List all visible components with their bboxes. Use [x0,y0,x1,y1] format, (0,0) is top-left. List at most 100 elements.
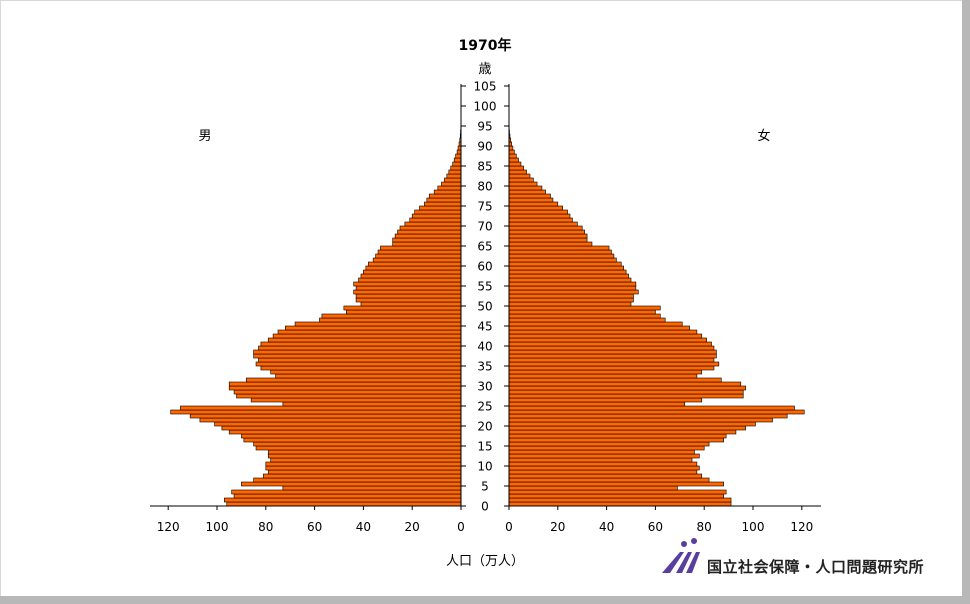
male-bar-age-35 [255,361,462,367]
age-tick-label-35: 35 [477,360,492,374]
male-bar-age-40 [260,341,462,347]
x-tick-label-right-120: 120 [790,520,813,534]
female-bar-age-13 [508,449,695,455]
female-bar-age-56 [508,277,632,283]
x-tick-label-left-80: 80 [258,520,273,534]
x-tick-label-left-100: 100 [206,520,229,534]
female-bar-age-66 [508,237,588,243]
male-bar-age-46 [319,317,462,323]
x-tick-label-right-40: 40 [599,520,614,534]
tick-labels: 0 5 10 15 20 25 30 35 40 45 50 55 60 65 70 75 80 85 90 95 10… [157,80,814,535]
male-bar-age-25 [282,401,462,407]
institute-name: 国立社会保障・人口問題研究所 [707,558,925,576]
age-tick-label-85: 85 [477,160,492,174]
male-bar-age-87 [455,153,462,159]
male-bar-age-49 [343,305,462,311]
female-bar-age-16 [508,437,725,443]
female-bar-age-85 [508,161,522,167]
male-bar-age-77 [428,193,462,199]
female-bar-age-39 [508,345,715,351]
male-bar-age-84 [450,165,462,171]
age-tick-label-90: 90 [477,140,492,154]
female-bar-age-20 [508,421,756,427]
male-bar-age-31 [245,377,462,383]
x-tick-label-left-0: 0 [457,520,465,534]
age-tick-label-105: 105 [474,80,497,94]
female-bar-age-80 [508,181,538,187]
female-bar-age-11 [508,457,693,463]
age-tick-label-75: 75 [477,200,492,214]
male-bar-age-73 [414,209,462,215]
female-bar-age-19 [508,425,746,431]
age-tick-label-95: 95 [477,120,492,134]
male-bar-age-88 [456,149,462,155]
male-bar-age-20 [214,421,462,427]
female-bar-age-55 [508,281,637,287]
male-bar-age-4 [282,485,462,491]
female-bar-age-65 [508,241,593,247]
male-bar-age-64 [380,245,462,251]
age-tick-label-15: 15 [477,440,492,454]
male-bar-age-43 [277,329,462,335]
x-tick-label-left-60: 60 [307,520,322,534]
female-bar-age-18 [508,429,737,435]
male-bar-age-44 [285,325,462,331]
female-bars [508,125,805,507]
female-bar-age-40 [508,341,712,347]
male-bar-age-12 [267,453,462,459]
male-bar-age-23 [170,409,462,415]
male-bar-age-36 [258,357,462,363]
female-bar-age-37 [508,353,717,359]
female-bar-age-62 [508,253,615,259]
female-bar-age-71 [508,217,573,223]
male-bar-age-47 [321,313,462,319]
female-bar-age-5 [508,481,725,487]
female-bar-age-10 [508,461,698,467]
male-bar-age-15 [253,441,462,447]
x-axis-label: 人口（万人） [446,554,524,569]
female-bar-age-28 [508,389,744,395]
female-bar-age-51 [508,297,634,303]
male-bar-age-39 [258,345,462,351]
male-bar-age-48 [346,309,462,315]
female-bar-age-46 [508,317,666,323]
female-bar-age-61 [508,257,617,263]
female-bar-age-59 [508,265,624,271]
male-bars [170,125,462,507]
female-bar-age-4 [508,485,678,491]
female-bar-age-9 [508,465,700,471]
female-label: 女 [757,128,770,144]
female-bar-age-76 [508,197,554,203]
female-bar-age-32 [508,373,698,379]
male-bar-age-54 [355,285,462,291]
female-bar-age-84 [508,165,524,171]
male-bar-age-53 [353,289,462,295]
female-bar-age-17 [508,433,727,439]
female-bar-age-82 [508,173,531,179]
male-bar-age-34 [260,365,462,371]
female-bar-age-58 [508,269,627,275]
male-bar-age-28 [233,389,462,395]
male-bar-age-30 [228,381,462,387]
male-bar-age-0 [226,501,462,507]
female-bar-age-22 [508,413,788,419]
chart-title: 1970年 [459,37,512,54]
male-bar-age-42 [272,333,462,339]
female-bar-age-75 [508,201,559,207]
male-bar-age-10 [265,461,462,467]
male-bar-age-56 [358,277,462,283]
female-bar-age-77 [508,193,551,199]
age-tick-label-25: 25 [477,400,492,414]
male-bar-age-9 [265,465,462,471]
x-tick-label-left-120: 120 [157,520,180,534]
male-bar-age-21 [199,417,462,423]
male-bar-age-55 [353,281,462,287]
female-bar-age-0 [508,501,732,507]
male-bar-age-2 [233,493,462,499]
female-bar-age-69 [508,225,583,231]
male-bar-age-80 [441,181,462,187]
male-bar-age-59 [365,265,462,271]
female-bar-age-45 [508,321,683,327]
male-bar-age-85 [452,161,462,167]
male-bar-age-83 [448,169,462,175]
